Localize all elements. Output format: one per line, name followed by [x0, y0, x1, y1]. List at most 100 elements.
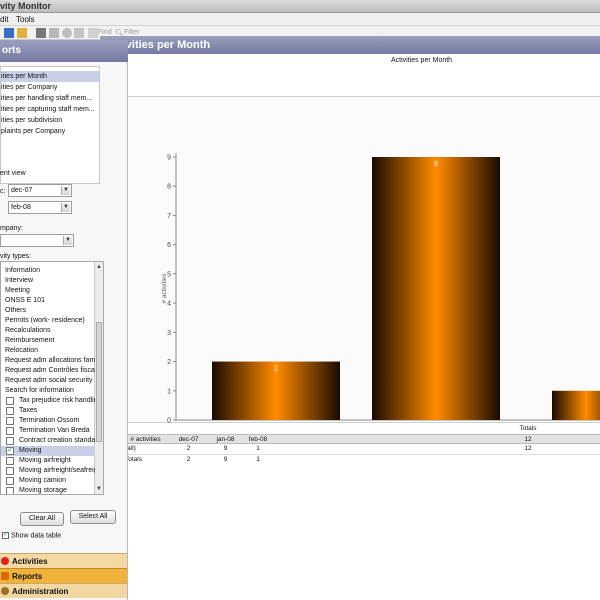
activity-type-item[interactable]: Request adm social security	[1, 376, 95, 386]
cell: 2	[186, 456, 191, 463]
activity-type-item[interactable]: Others	[1, 306, 95, 316]
activities-icon	[1, 557, 9, 565]
report-item[interactable]: plaints per Company	[1, 128, 66, 135]
activity-type-checkbox[interactable]	[6, 397, 14, 405]
open-folder-icon[interactable]	[17, 28, 27, 38]
totals-header: Totals	[519, 425, 537, 432]
from-month-select[interactable]: dec-07 ▼	[8, 184, 72, 197]
activity-type-item[interactable]: Moving airfreight	[1, 456, 95, 466]
activity-type-checkbox[interactable]	[6, 487, 14, 494]
scroll-thumb[interactable]	[96, 322, 102, 442]
report-item[interactable]: ities per capturing staff mem...	[1, 106, 95, 113]
activity-type-item[interactable]: Termination Ossom	[1, 416, 95, 426]
company-select[interactable]: ▼	[0, 234, 74, 247]
activity-type-item[interactable]: Information	[1, 266, 95, 276]
activity-type-checkbox[interactable]: ✓	[6, 446, 14, 455]
y-tick-label: 4	[167, 301, 171, 308]
activity-type-item[interactable]: Recalculations	[1, 326, 95, 336]
activity-type-item[interactable]: Contract creation standard	[1, 436, 95, 446]
save-icon[interactable]	[4, 28, 14, 38]
magnifier-icon[interactable]: 🔍︎	[115, 30, 124, 37]
show-data-table-checkbox[interactable]: ✓	[2, 531, 9, 539]
y-tick-label: 0	[167, 418, 171, 425]
activity-type-label: Moving storage	[19, 487, 67, 494]
scroll-down-icon[interactable]: ▼	[96, 486, 102, 492]
scroll-up-icon[interactable]: ▲	[96, 264, 102, 270]
cell: 2	[186, 445, 191, 452]
col-header-activities: # activities	[130, 436, 161, 443]
activity-type-label: Moving airfreight	[19, 457, 71, 464]
scrollbar[interactable]: ▲ ▼	[94, 262, 103, 494]
activity-type-label: Termination Ossom	[19, 417, 80, 424]
reports-panel-title: orts	[2, 45, 21, 56]
chevron-down-icon[interactable]: ▼	[63, 236, 72, 245]
find-icon[interactable]	[88, 28, 98, 38]
activity-type-item[interactable]: Moving camion	[1, 476, 95, 486]
copy-icon[interactable]	[49, 28, 59, 38]
report-item[interactable]: ities per subdivision	[1, 117, 63, 124]
activity-type-item[interactable]: Moving airfreight/seafreight	[1, 466, 95, 476]
left-panel: orts ities per Month ities per Company i…	[0, 40, 128, 600]
activity-type-item[interactable]: Moving storage	[1, 486, 95, 494]
activity-type-checkbox[interactable]	[6, 417, 14, 425]
nav-tab-reports-label: Reports	[12, 572, 43, 581]
report-item[interactable]: ities per handling staff mem...	[1, 95, 93, 102]
reports-panel-header: orts	[0, 40, 128, 62]
nav-tab-administration[interactable]: Administration	[0, 583, 127, 598]
activity-type-checkbox[interactable]	[6, 467, 14, 475]
nav-tab-administration-label: Administration	[12, 587, 69, 596]
y-tick-label: 9	[167, 155, 171, 162]
show-data-table-toggle[interactable]: ✓ Show data table	[2, 531, 62, 540]
chevron-down-icon[interactable]: ▼	[61, 186, 70, 195]
activity-type-checkbox[interactable]	[6, 477, 14, 485]
activity-type-label: Request adm social security	[5, 377, 93, 384]
refresh-icon[interactable]	[62, 28, 72, 38]
activity-type-checkbox[interactable]	[6, 457, 14, 465]
chevron-down-icon[interactable]: ▼	[61, 203, 70, 212]
print-icon[interactable]	[36, 28, 46, 38]
filter-label[interactable]: Filter	[124, 29, 140, 36]
cancel-icon[interactable]	[74, 28, 84, 38]
activity-type-item[interactable]: Search for information	[1, 386, 95, 396]
report-item[interactable]: ities per Company	[1, 84, 58, 91]
cell: 1	[256, 456, 260, 463]
activity-type-item[interactable]: Permits (work- residence)	[1, 316, 95, 326]
activity-type-item[interactable]: Relocation	[1, 346, 95, 356]
table-row: (all) 2 9 1 12	[123, 444, 600, 454]
menu-edit[interactable]: dit	[0, 15, 9, 24]
activity-type-item[interactable]: Termination Van Breda	[1, 426, 95, 436]
activity-type-checkbox[interactable]	[6, 437, 14, 445]
title-bar: vity Monitor	[0, 0, 600, 13]
activity-type-item[interactable]: Request adm Contrôles fiscau	[1, 366, 95, 376]
activity-type-item[interactable]: ✓ Moving	[1, 446, 95, 456]
select-all-button[interactable]: Select All	[70, 510, 116, 524]
nav-tab-reports[interactable]: Reports	[0, 568, 127, 583]
activity-type-item[interactable]: Interview	[1, 276, 95, 286]
table-totals-header-row: Totals	[123, 424, 600, 434]
y-tick-label: 1	[167, 388, 171, 395]
window-title: vity Monitor	[0, 1, 51, 11]
activity-type-item[interactable]: Tax prejudice risk handling	[1, 396, 95, 406]
to-month-select[interactable]: feb-08 ▼	[8, 201, 72, 214]
activity-type-list: ▲ ▼ Information Interview Meeting ONSS E 10…	[0, 261, 104, 495]
main-panel: Activities per Month Activities per Mont…	[100, 36, 600, 600]
nav-tab-activities[interactable]: Activities	[0, 553, 127, 568]
menu-tools[interactable]: Tools	[16, 15, 35, 24]
activity-type-item[interactable]: Reimbursement	[1, 336, 95, 346]
activity-type-checkbox[interactable]	[6, 427, 14, 435]
activity-type-checkbox[interactable]	[6, 407, 14, 415]
activity-type-item[interactable]: Request adm allocations famili	[1, 356, 95, 366]
activity-type-item[interactable]: Taxes	[1, 406, 95, 416]
activity-type-item[interactable]: ONSS E 101	[1, 296, 95, 306]
find-label[interactable]: Find	[98, 29, 112, 36]
cell: 9	[223, 445, 228, 452]
show-data-table-label: Show data table	[11, 532, 62, 540]
activity-type-item[interactable]: Meeting	[1, 286, 95, 296]
clear-all-button[interactable]: Clear All	[20, 512, 64, 526]
from-month-value: dec-07	[11, 187, 33, 194]
report-item[interactable]: ities per Month	[1, 71, 99, 82]
activity-type-label: Meeting	[5, 287, 30, 294]
reports-icon	[1, 572, 9, 580]
bar-jan-08	[372, 157, 500, 420]
